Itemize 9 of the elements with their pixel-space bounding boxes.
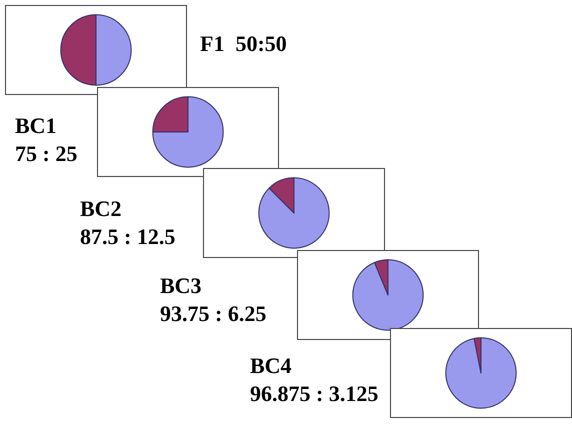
text: 87.5 : 12.5	[80, 223, 176, 251]
text: BC2	[80, 195, 123, 223]
text: F1 50:50	[200, 30, 287, 58]
text: BC3	[160, 272, 203, 300]
text: 75 : 25	[15, 140, 78, 168]
text: BC4	[250, 352, 293, 380]
text: BC1	[15, 112, 58, 140]
text: 93.75 : 6.25	[160, 300, 266, 328]
text: 96.875 : 3.125	[250, 380, 378, 408]
